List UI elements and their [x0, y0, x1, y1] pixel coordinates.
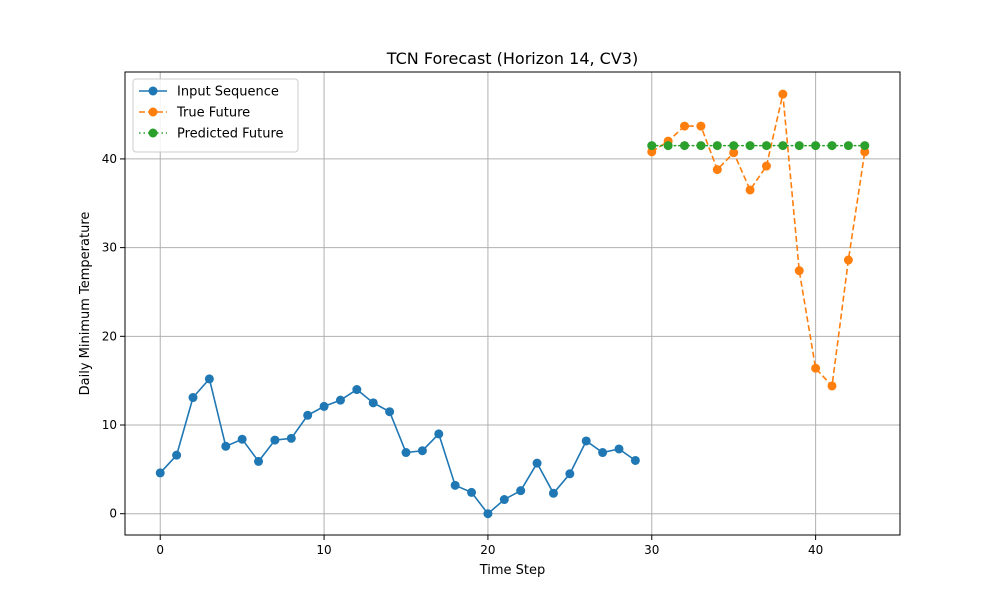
data-point — [827, 141, 837, 151]
data-point — [434, 429, 444, 439]
data-point — [565, 469, 575, 479]
data-point — [794, 141, 804, 151]
legend-label: Predicted Future — [177, 127, 284, 142]
data-point — [303, 410, 313, 420]
data-point — [729, 148, 739, 158]
data-point — [254, 456, 264, 466]
data-point — [483, 509, 493, 519]
data-point — [221, 441, 231, 451]
legend-label: Input Sequence — [177, 85, 279, 100]
data-point — [647, 147, 657, 157]
data-point — [417, 446, 427, 456]
legend-label: True Future — [176, 106, 250, 121]
data-point — [761, 161, 771, 171]
legend-marker — [148, 128, 158, 138]
data-point — [352, 385, 362, 395]
legend-item: Input Sequence — [139, 85, 279, 100]
x-tick-label: 10 — [316, 543, 331, 557]
data-point — [811, 363, 821, 373]
legend-item: True Future — [139, 106, 250, 121]
data-point — [598, 448, 608, 458]
data-point — [450, 480, 460, 490]
y-tick-label: 40 — [102, 152, 117, 166]
x-tick-label: 20 — [480, 543, 495, 557]
data-point — [532, 458, 542, 468]
data-point — [712, 141, 722, 151]
grid — [125, 72, 900, 535]
series-predicted-future — [647, 141, 870, 151]
y-tick-label: 30 — [102, 241, 117, 255]
data-point — [696, 121, 706, 131]
data-point — [237, 434, 247, 444]
data-point — [729, 141, 739, 151]
data-point — [860, 141, 870, 151]
data-point — [794, 266, 804, 276]
data-point — [843, 141, 853, 151]
data-point — [712, 165, 722, 175]
data-point — [188, 393, 198, 403]
data-point — [385, 407, 395, 417]
x-tick-label: 40 — [808, 543, 823, 557]
data-point — [155, 468, 165, 478]
series-true-future — [647, 89, 870, 391]
data-point — [286, 433, 296, 443]
data-point — [843, 255, 853, 265]
data-point — [270, 435, 280, 445]
plot-series — [155, 89, 870, 519]
data-point — [745, 141, 755, 151]
plot-area-frame — [124, 71, 901, 536]
data-point — [401, 448, 411, 458]
data-point — [204, 374, 214, 384]
axes: 0 10 20 30 40 0 10 20 30 40 — [102, 152, 824, 557]
y-tick-label: 10 — [102, 418, 117, 432]
data-point — [696, 141, 706, 151]
data-point — [335, 395, 345, 405]
data-point — [172, 450, 182, 460]
data-point — [614, 444, 624, 454]
data-point — [778, 141, 788, 151]
y-tick-label: 20 — [102, 329, 117, 343]
data-point — [860, 147, 870, 157]
legend-marker — [148, 107, 158, 117]
x-axis-label: Time Step — [479, 563, 546, 578]
data-point — [761, 141, 771, 151]
data-point — [778, 89, 788, 99]
data-point — [516, 486, 526, 496]
legend-marker — [148, 86, 158, 96]
data-point — [630, 455, 640, 465]
y-tick-label: 0 — [109, 507, 117, 521]
chart-title: TCN Forecast (Horizon 14, CV3) — [386, 49, 638, 68]
series-input-sequence — [155, 374, 640, 519]
legend-item: Predicted Future — [139, 127, 284, 142]
data-point — [467, 487, 477, 497]
data-point — [581, 436, 591, 446]
x-tick-label: 0 — [156, 543, 164, 557]
data-point — [319, 401, 329, 411]
data-point — [548, 488, 558, 498]
legend: Input Sequence True Future Predicted Futur… — [132, 78, 299, 153]
data-point — [499, 495, 509, 505]
data-point — [663, 141, 673, 151]
legend-box — [132, 78, 299, 153]
data-point — [811, 141, 821, 151]
data-point — [827, 381, 837, 391]
data-point — [680, 121, 690, 131]
y-axis-label: Daily Minimum Temperature — [78, 212, 93, 396]
x-tick-label: 30 — [644, 543, 659, 557]
data-point — [368, 398, 378, 408]
data-point — [680, 141, 690, 151]
data-point — [745, 185, 755, 195]
data-point — [647, 141, 657, 151]
